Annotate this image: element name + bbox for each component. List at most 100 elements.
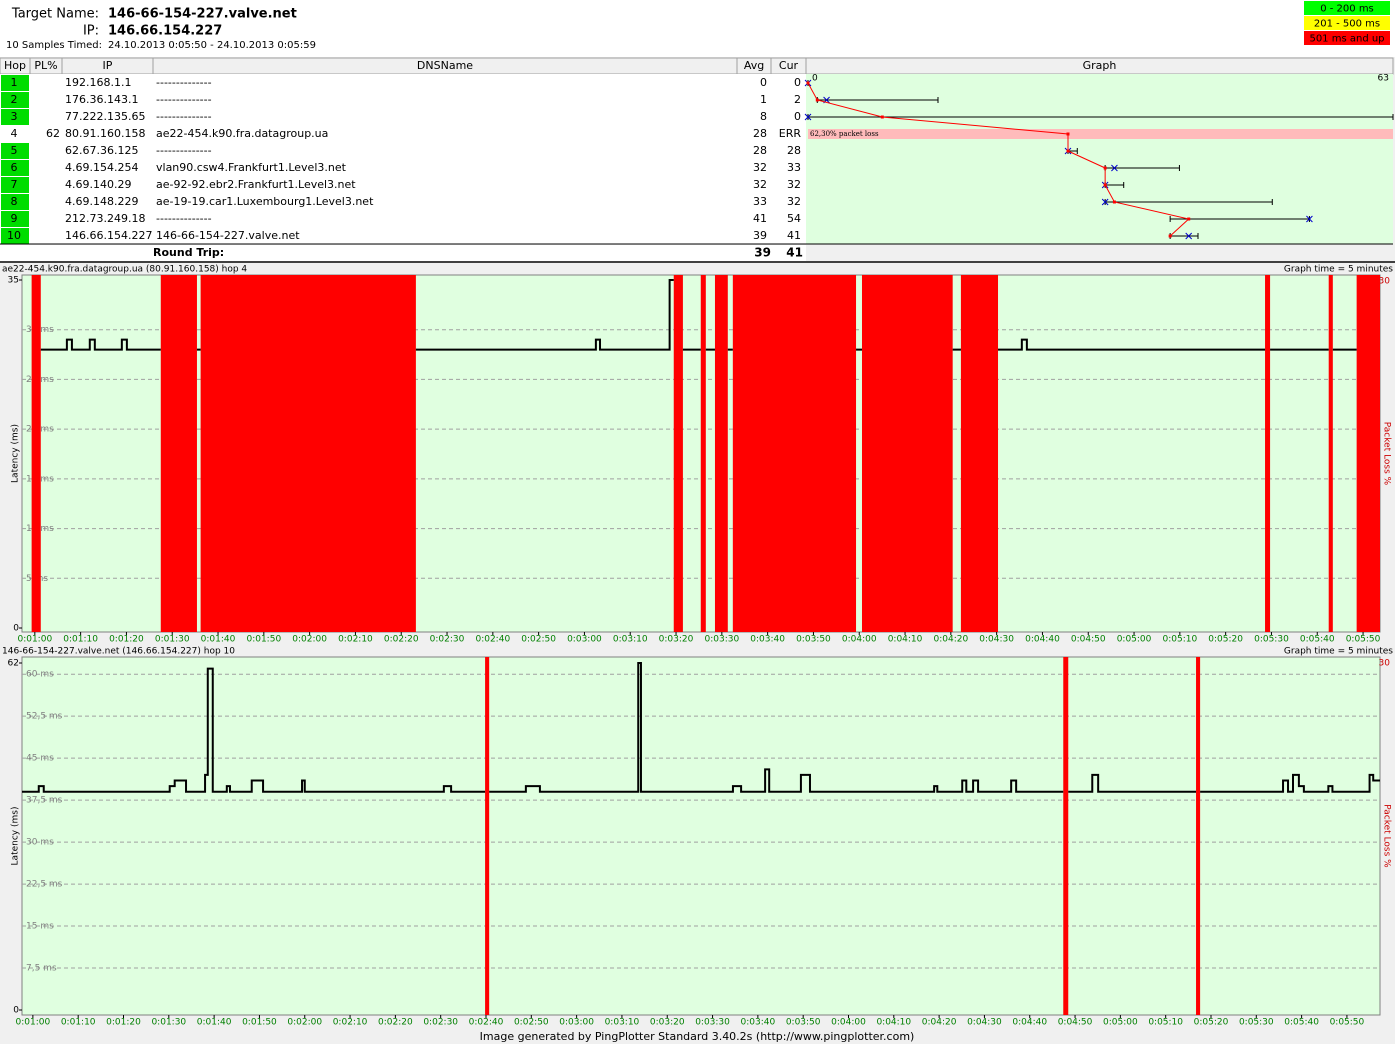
column-header[interactable]: Graph [1083,59,1117,72]
y-tick-label: 62 [8,659,19,669]
hop-cell [1,177,29,193]
dns-name[interactable]: -------------- [156,76,212,89]
hop-number[interactable]: 2 [11,93,18,106]
hop-cell [1,75,29,91]
x-tick-label: 0:01:40 [201,635,236,645]
ip-address[interactable]: 4.69.154.254 [65,161,138,174]
x-tick-label: 0:03:20 [650,1018,685,1028]
hop-cell [1,109,29,125]
dns-name[interactable]: -------------- [156,212,212,225]
dns-name[interactable]: ae-92-92.ebr2.Frankfurt1.Level3.net [156,178,356,191]
y-tick-label: 7,5 ms [26,964,57,974]
ip-address[interactable]: 176.36.143.1 [65,93,138,106]
packet-loss-bar [31,275,41,632]
target-name: 146-66-154-227.valve.net [108,7,297,22]
table-header-bg [0,57,1394,75]
packet-loss-bar [1196,657,1201,1015]
packet-loss-bar [1328,275,1333,632]
y2-axis-title: Packet Loss % [1382,422,1392,486]
x-tick-label: 0:01:30 [151,1018,186,1028]
separator-thick [0,261,1395,263]
hop-number[interactable]: 5 [11,144,18,157]
hop-cell [1,143,29,159]
x-tick-label: 0:02:30 [430,635,465,645]
hop-number[interactable]: 3 [11,110,18,123]
dns-name[interactable]: -------------- [156,110,212,123]
x-tick-label: 0:04:10 [876,1018,911,1028]
cur-latency: 41 [787,229,801,242]
packet-loss-bar [485,657,490,1015]
y2-axis-title: Packet Loss % [1382,804,1392,868]
avg-point [1103,166,1107,170]
cur-latency: 28 [787,144,801,157]
target-label: Target Name: [11,7,99,22]
ip-address[interactable]: 62.67.36.125 [65,144,138,157]
cur-latency: 2 [794,93,801,106]
y-tick-label: 0 [13,624,19,634]
avg-latency: 33 [753,195,767,208]
dns-name[interactable]: -------------- [156,93,212,106]
x-tick-label: 0:03:30 [695,1018,730,1028]
avg-point [880,115,884,119]
hop-number[interactable]: 7 [11,178,18,191]
column-header[interactable]: Avg [744,59,764,72]
hop-cell [1,92,29,108]
packet-loss-bar [732,275,857,632]
ip-address[interactable]: 192.168.1.1 [65,76,131,89]
graph-title: 146-66-154-227.valve.net (146.66.154.227… [2,647,235,657]
hop-number[interactable]: 1 [11,76,18,89]
hop-number[interactable]: 6 [11,161,18,174]
x-tick-label: 0:02:40 [469,1018,504,1028]
y-tick-label: 35 [8,276,19,286]
legend-swatch [1304,16,1390,30]
hop-number[interactable]: 4 [11,127,18,140]
x-tick-label: 0:02:30 [423,1018,458,1028]
x-tick-label: 0:05:00 [1103,1018,1138,1028]
trace-tick-label: 0 [812,74,818,84]
dns-name[interactable]: ae22-454.k90.fra.datagroup.ua [156,127,328,140]
x-tick-label: 0:03:10 [605,1018,640,1028]
ip-address[interactable]: 77.222.135.65 [65,110,145,123]
avg-latency: 32 [753,178,767,191]
ip-address[interactable]: 4.69.148.229 [65,195,138,208]
dns-name[interactable]: 146-66-154-227.valve.net [156,229,300,242]
x-tick-label: 0:02:10 [338,635,373,645]
avg-point [806,81,810,85]
trace-graph-bg [806,74,1393,244]
x-tick-label: 0:04:10 [888,635,923,645]
avg-latency: 0 [760,76,767,89]
avg-latency: 8 [760,110,767,123]
x-tick-label: 0:03:10 [613,635,648,645]
graph-title: ae22-454.k90.fra.datagroup.ua (80.91.160… [2,265,247,275]
cur-latency: 33 [787,161,801,174]
column-header[interactable]: DNSName [417,59,473,72]
dns-name[interactable]: -------------- [156,144,212,157]
hop-number[interactable]: 10 [7,229,21,242]
dns-name[interactable]: vlan90.csw4.Frankfurt1.Level3.net [156,161,347,174]
packet-loss-bar [673,275,683,632]
ip-address[interactable]: 4.69.140.29 [65,178,131,191]
latency-line [22,662,1380,793]
ip-address[interactable]: 146.66.154.227 [65,229,152,242]
samples-label: 10 Samples Timed: [6,40,102,51]
avg-point [1187,217,1191,221]
ip-address[interactable]: 212.73.249.18 [65,212,145,225]
x-tick-label: 0:05:30 [1254,635,1289,645]
x-tick-label: 0:02:00 [292,635,327,645]
x-tick-label: 0:01:50 [246,635,281,645]
x-tick-label: 0:01:20 [106,1018,141,1028]
x-tick-label: 0:04:00 [831,1018,866,1028]
hop-number[interactable]: 8 [11,195,18,208]
column-header[interactable]: Cur [779,59,799,72]
x-tick-label: 0:04:30 [967,1018,1002,1028]
hop-number[interactable]: 9 [11,212,18,225]
column-header[interactable]: IP [103,59,113,72]
x-tick-label: 0:01:30 [155,635,190,645]
avg-latency: 32 [753,161,767,174]
column-header[interactable]: Hop [4,59,26,72]
ip-address[interactable]: 80.91.160.158 [65,127,145,140]
dns-name[interactable]: ae-19-19.car1.Luxembourg1.Level3.net [156,195,374,208]
x-tick-label: 0:05:00 [1117,635,1152,645]
column-header[interactable]: PL% [34,59,57,72]
